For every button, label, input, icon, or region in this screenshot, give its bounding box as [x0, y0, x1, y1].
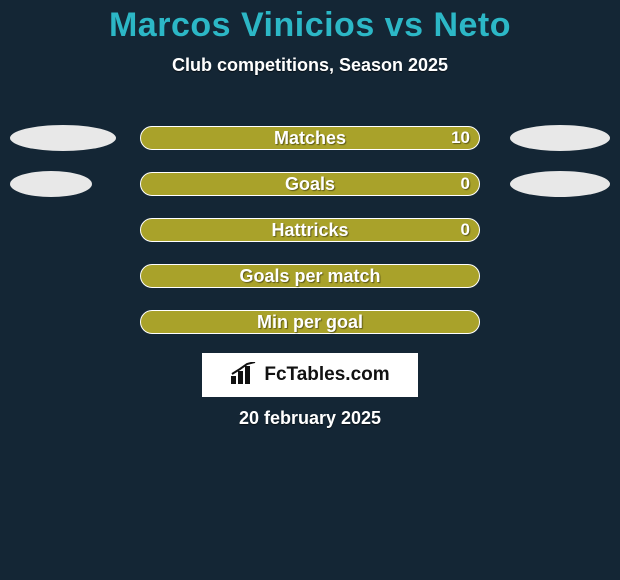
logo-text: FcTables.com — [264, 364, 389, 386]
comparison-card: Marcos Vinicios vs Neto Club competition… — [0, 0, 620, 580]
stat-row: Goals0 — [0, 172, 620, 218]
logo-bars-icon — [230, 362, 258, 389]
right-player-ellipse — [510, 171, 610, 197]
stat-label: Min per goal — [140, 310, 480, 334]
stat-row: Min per goal — [0, 310, 620, 356]
stat-label: Goals per match — [140, 264, 480, 288]
stat-rows: Matches10Goals0Hattricks0Goals per match… — [0, 126, 620, 356]
stat-label: Hattricks — [140, 218, 480, 242]
stat-label: Goals — [140, 172, 480, 196]
stat-value: 0 — [461, 172, 470, 196]
stat-label: Matches — [140, 126, 480, 150]
right-player-ellipse — [510, 125, 610, 151]
footer-date: 20 february 2025 — [0, 408, 620, 429]
source-logo: FcTables.com — [202, 353, 418, 397]
page-subtitle: Club competitions, Season 2025 — [0, 55, 620, 76]
stat-row: Matches10 — [0, 126, 620, 172]
stat-value: 10 — [451, 126, 470, 150]
stat-row: Goals per match — [0, 264, 620, 310]
page-title: Marcos Vinicios vs Neto — [0, 0, 620, 45]
stat-value: 0 — [461, 218, 470, 242]
left-player-ellipse — [10, 171, 92, 197]
left-player-ellipse — [10, 125, 116, 151]
stat-row: Hattricks0 — [0, 218, 620, 264]
